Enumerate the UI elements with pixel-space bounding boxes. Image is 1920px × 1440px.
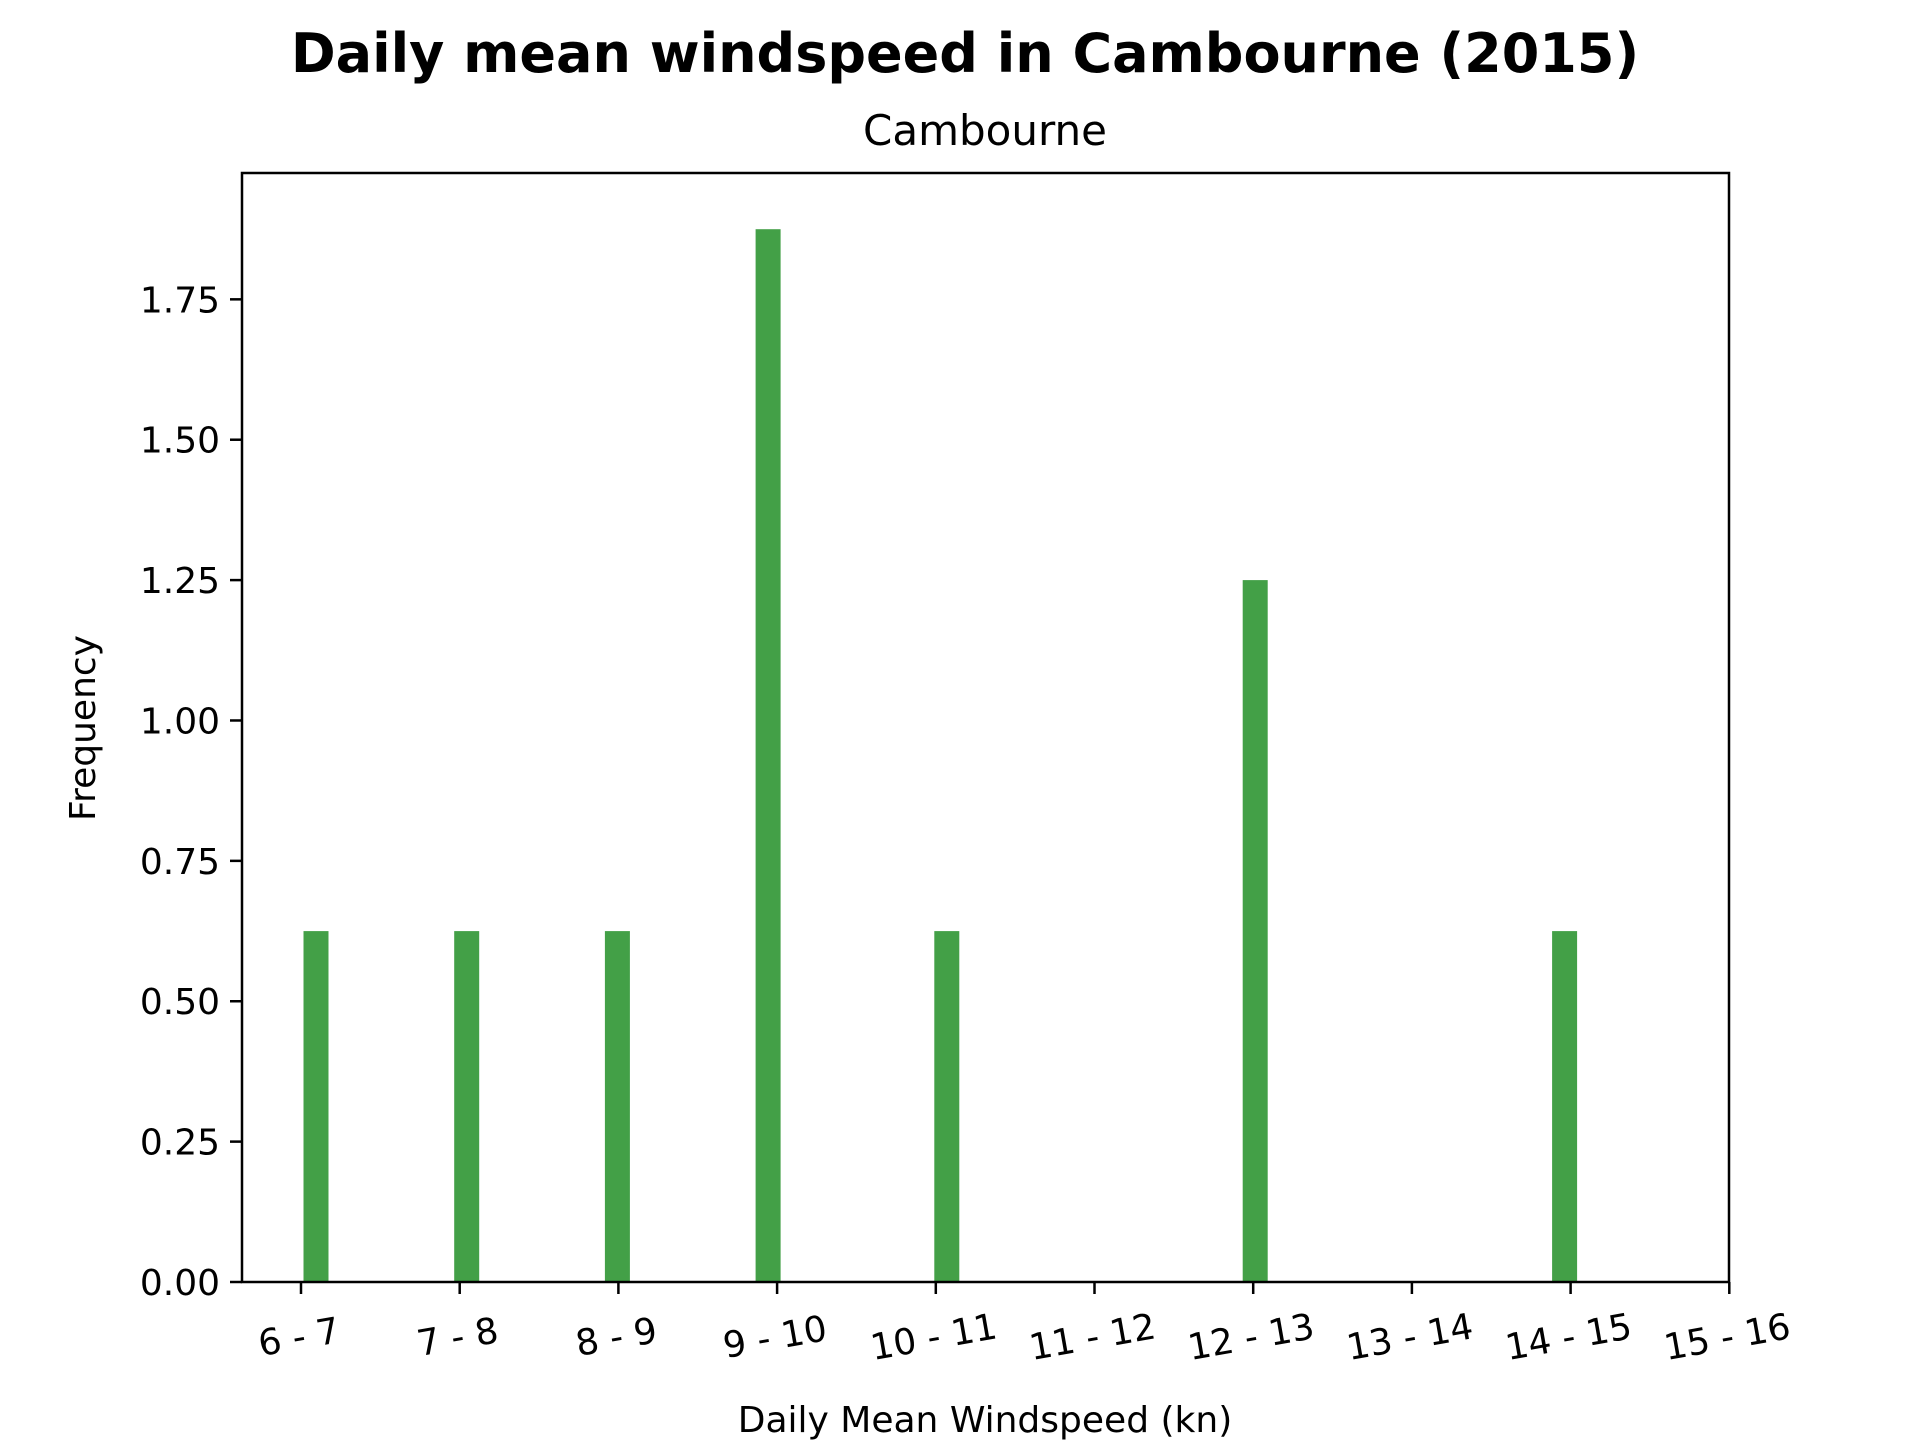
x-tick-label: 15 - 16 xyxy=(1661,1306,1794,1369)
x-tick-label: 10 - 11 xyxy=(867,1306,1000,1369)
bar-6-7 xyxy=(303,931,329,1282)
x-tick-label: 11 - 12 xyxy=(1026,1306,1159,1369)
y-tick-label: 1.50 xyxy=(140,421,220,462)
y-axis-label: Frequency xyxy=(63,635,104,821)
bar-14-15 xyxy=(1552,931,1578,1282)
bars-group xyxy=(303,229,1578,1283)
y-axis-ticks: 0.00 0.25 0.50 0.75 1.00 1.25 1.50 1.75 xyxy=(140,280,242,1304)
plot-frame xyxy=(240,171,1731,1284)
bar-12-13 xyxy=(1242,580,1268,1282)
y-tick-label: 1.00 xyxy=(140,701,220,742)
bar-10-11 xyxy=(934,931,960,1282)
x-tick-label: 8 - 9 xyxy=(573,1310,661,1365)
x-tick-label: 12 - 13 xyxy=(1185,1306,1318,1369)
x-tick-label: 9 - 10 xyxy=(720,1308,830,1367)
bar-9-10 xyxy=(755,229,781,1283)
chart-title: Daily mean windspeed in Cambourne (2015) xyxy=(291,22,1639,85)
y-tick-label: 0.25 xyxy=(140,1123,220,1164)
x-tick-label: 6 - 7 xyxy=(255,1310,343,1365)
x-axis-label: Daily Mean Windspeed (kn) xyxy=(738,1400,1233,1440)
y-tick-label: 0.50 xyxy=(140,982,220,1023)
x-tick-label: 7 - 8 xyxy=(414,1310,502,1365)
chart-subtitle: Cambourne xyxy=(863,106,1107,155)
y-tick-label: 1.75 xyxy=(140,280,220,321)
x-tick-label: 14 - 15 xyxy=(1502,1306,1635,1369)
y-tick-label: 0.75 xyxy=(140,842,220,883)
bar-8-9 xyxy=(604,931,630,1282)
x-tick-label: 13 - 14 xyxy=(1344,1306,1477,1369)
x-axis-ticks: 6 - 7 7 - 8 8 - 9 9 - 10 10 - 11 11 - 12 12 - … xyxy=(255,1282,1794,1369)
bar-7-8 xyxy=(454,931,480,1282)
y-tick-label: 1.25 xyxy=(140,561,220,602)
y-tick-label: 0.00 xyxy=(140,1263,220,1304)
